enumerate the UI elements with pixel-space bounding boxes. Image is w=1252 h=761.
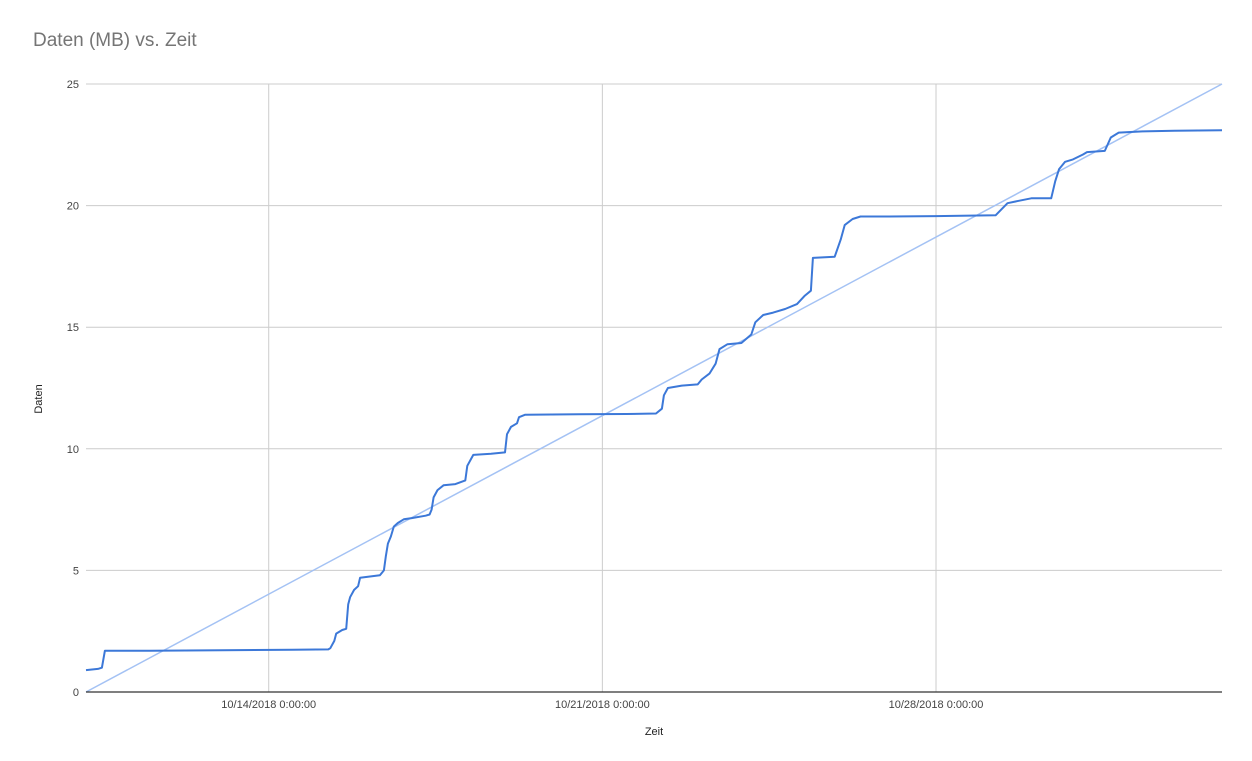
chart-title: Daten (MB) vs. Zeit [33, 30, 197, 51]
x-tick-label: 10/21/2018 0:00:00 [555, 699, 650, 711]
data-series-group [85, 129, 1223, 672]
y-tick-label: 0 [73, 687, 79, 699]
y-tick-label: 20 [67, 201, 79, 213]
y-axis-title: Daten [33, 384, 45, 413]
y-tick-label: 5 [73, 565, 79, 577]
x-axis-title: Zeit [645, 726, 663, 738]
trendline [85, 83, 1223, 693]
y-tick-label: 10 [67, 444, 79, 456]
trendline-group [85, 83, 1223, 693]
x-axis-tick-labels: 10/14/2018 0:00:00 10/21/2018 0:00:00 10/2… [221, 699, 983, 711]
y-tick-label: 15 [67, 322, 79, 334]
data-series-line [85, 129, 1223, 672]
x-tick-label: 10/14/2018 0:00:00 [221, 699, 316, 711]
x-tick-label: 10/28/2018 0:00:00 [889, 699, 984, 711]
y-tick-label: 25 [67, 79, 79, 91]
y-axis-tick-labels: 0 5 10 15 20 25 [67, 79, 79, 699]
gridlines [86, 83, 1222, 692]
